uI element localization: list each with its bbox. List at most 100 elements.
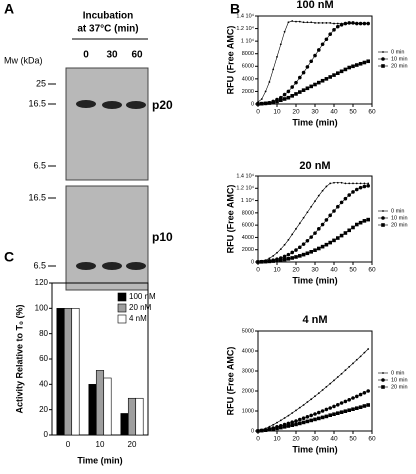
marker [298, 245, 302, 250]
y-tick-label: 0 [251, 428, 254, 434]
marker [317, 194, 320, 197]
marker [313, 417, 317, 422]
mw-marker: 6.5 [33, 260, 46, 270]
marker [336, 204, 340, 209]
series-line [257, 348, 369, 432]
bar [88, 384, 97, 436]
y-tick-label: 1.4 10⁴ [236, 12, 254, 19]
marker [264, 90, 267, 93]
marker [301, 420, 306, 425]
marker [272, 254, 275, 257]
marker [366, 184, 371, 188]
marker [321, 389, 324, 391]
marker [381, 223, 385, 227]
marker [320, 222, 325, 227]
marker [294, 248, 298, 252]
marker [351, 64, 355, 69]
marker [332, 209, 336, 213]
marker [329, 182, 332, 185]
marker [271, 427, 275, 431]
marker [314, 200, 316, 203]
y-tick-label: 80 [39, 329, 48, 338]
marker [358, 21, 363, 26]
marker [314, 22, 316, 24]
x-axis-label: Time (min) [292, 444, 337, 454]
marker [313, 82, 317, 87]
marker [358, 392, 363, 397]
marker [348, 365, 351, 368]
marker [339, 410, 344, 414]
band [102, 262, 122, 270]
marker [366, 403, 370, 407]
marker [306, 21, 309, 24]
marker [366, 217, 370, 222]
marker [339, 233, 344, 238]
marker [295, 227, 297, 230]
marker [351, 190, 355, 194]
marker [343, 196, 348, 201]
legend-label: 10 min [391, 377, 408, 383]
bar [95, 370, 105, 436]
marker [351, 225, 355, 230]
marker [260, 98, 263, 100]
series-line [257, 20, 369, 103]
mw-marker: 16.5 [28, 192, 46, 202]
marker [294, 255, 298, 259]
y-tick-label: 4000 [242, 235, 254, 241]
marker [317, 392, 320, 395]
marker [317, 80, 321, 85]
marker [363, 351, 366, 354]
marker [367, 348, 370, 350]
marker [332, 404, 336, 409]
band-label: p20 [152, 98, 173, 112]
y-tick-label: 0 [251, 259, 254, 265]
marker [279, 425, 283, 430]
marker [358, 61, 363, 66]
marker [328, 406, 333, 410]
marker [309, 59, 314, 64]
marker [351, 21, 355, 25]
x-tick-label: 20 [292, 436, 300, 443]
blot-bottom [65, 185, 149, 291]
marker [294, 92, 298, 96]
bar [127, 397, 137, 436]
marker [362, 391, 367, 395]
marker [340, 181, 343, 184]
marker [344, 369, 347, 372]
marker [333, 181, 335, 184]
marker [291, 412, 294, 414]
marker [320, 42, 325, 47]
mw-marker: 25 [36, 78, 46, 88]
x-tick-label: 0 [66, 440, 71, 449]
y-tick-label: 1.2 10⁴ [236, 185, 254, 192]
marker [286, 424, 291, 428]
marker [260, 260, 264, 264]
marker [282, 92, 287, 97]
marker [301, 416, 306, 421]
marker [275, 99, 279, 104]
marker [298, 222, 301, 225]
marker [359, 355, 362, 358]
marker [362, 404, 367, 408]
marker [336, 24, 340, 29]
marker [291, 233, 294, 236]
marker [310, 21, 313, 24]
blot-top [65, 67, 149, 181]
marker [283, 417, 286, 419]
marker [260, 428, 264, 433]
y-axis-label: RFU (Free AMC) [225, 347, 235, 416]
marker [366, 21, 371, 26]
bar [135, 397, 144, 436]
x-tick-label: 30 [311, 109, 319, 116]
y-tick-label: 2000 [242, 388, 254, 394]
marker [340, 372, 343, 375]
marker [295, 409, 297, 412]
blot-title: Incubation [83, 11, 134, 22]
bar [71, 308, 80, 436]
marker [290, 250, 295, 255]
marker [298, 75, 302, 80]
marker [301, 242, 306, 246]
marker [295, 20, 297, 23]
x-tick-label: 30 [311, 267, 319, 274]
x-tick-label: 10 [96, 440, 105, 449]
